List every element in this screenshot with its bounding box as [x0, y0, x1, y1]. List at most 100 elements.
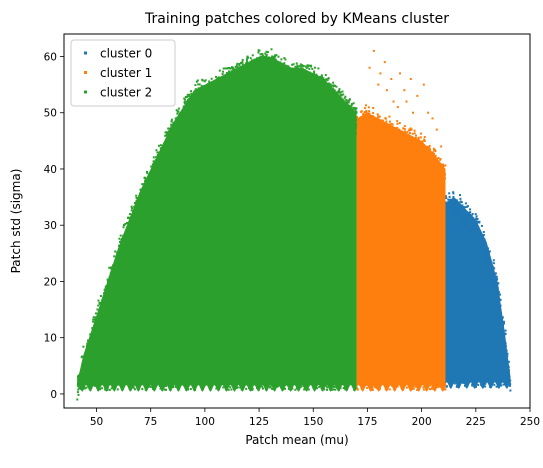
scatter-point: [353, 116, 355, 119]
scatter-point: [442, 165, 445, 168]
scatter-point: [188, 383, 191, 386]
scatter-point: [236, 82, 239, 85]
scatter-point: [494, 378, 497, 381]
scatter-point: [349, 98, 351, 101]
scatter-point: [450, 207, 452, 210]
scatter-point: [132, 216, 135, 219]
scatter-point: [341, 110, 344, 113]
scatter-point: [163, 388, 166, 391]
scatter-point: [86, 362, 89, 365]
scatter-point: [186, 101, 189, 104]
scatter-point: [389, 142, 392, 145]
scatter-point: [463, 216, 466, 219]
scatter-point: [263, 69, 265, 72]
scatter-point: [149, 189, 152, 192]
scatter-point: [226, 85, 229, 88]
scatter-point: [292, 380, 295, 383]
scatter-point: [234, 68, 237, 71]
scatter-point: [149, 181, 151, 184]
scatter-point: [319, 86, 322, 89]
scatter-point: [299, 67, 302, 70]
scatter-point: [84, 361, 87, 364]
scatter-point: [399, 134, 402, 137]
scatter-point: [216, 84, 219, 87]
scatter-point: [465, 213, 468, 215]
scatter-point: [334, 98, 337, 101]
scatter-point: [248, 77, 251, 80]
scatter-point: [418, 381, 420, 383]
scatter-point: [275, 54, 278, 57]
scatter-point: [300, 78, 303, 80]
scatter-point: [262, 72, 264, 75]
scatter-point: [371, 128, 373, 131]
scatter-point: [159, 144, 162, 147]
scatter-point: [444, 215, 447, 218]
scatter-point: [323, 384, 326, 387]
scatter-point: [369, 126, 372, 129]
scatter-point: [378, 128, 381, 131]
scatter-point: [315, 76, 318, 79]
scatter-point: [453, 203, 456, 206]
scatter-point: [159, 147, 162, 150]
x-tick-label-50: 50: [90, 416, 103, 428]
scatter-point: [177, 383, 180, 386]
scatter-point: [473, 223, 475, 226]
scatter-point: [466, 217, 469, 220]
scatter-point: [246, 60, 249, 63]
scatter-point: [259, 65, 262, 67]
scatter-point: [300, 80, 303, 83]
scatter-point: [489, 260, 492, 263]
scatter-point: [472, 217, 475, 220]
scatter-point: [365, 383, 368, 386]
scatter-point: [141, 183, 144, 186]
scatter-point: [261, 56, 264, 59]
scatter-point: [507, 372, 510, 375]
scatter-point: [214, 85, 217, 88]
scatter-point: [240, 388, 243, 391]
scatter-point: [279, 72, 282, 74]
scatter-point: [152, 387, 154, 390]
scatter-point: [360, 124, 362, 127]
scatter-point: [144, 180, 147, 182]
scatter-point: [155, 149, 158, 152]
scatter-point: [375, 387, 378, 390]
scatter-point: [222, 78, 225, 81]
scatter-point: [109, 288, 112, 291]
scatter-point: [246, 66, 249, 69]
scatter-point: [336, 381, 339, 384]
x-tick-label-175: 175: [357, 416, 377, 428]
scatter-point: [270, 383, 273, 386]
scatter-point: [212, 89, 215, 92]
series-cluster-1: [355, 49, 447, 392]
scatter-point: [509, 389, 512, 392]
scatter-point: [377, 115, 380, 118]
scatter-point: [455, 212, 458, 215]
scatter-point: [213, 84, 216, 87]
scatter-point: [388, 123, 391, 126]
scatter-point: [107, 282, 110, 285]
scatter-point: [324, 81, 327, 84]
scatter-point: [302, 69, 305, 72]
scatter-point: [363, 385, 366, 388]
scatter-point: [119, 240, 121, 243]
scatter-point: [245, 62, 248, 65]
scatter-point: [346, 106, 349, 109]
scatter-point: [271, 55, 274, 58]
scatter-point: [271, 64, 274, 67]
scatter-point: [438, 384, 441, 387]
scatter-point: [337, 106, 340, 109]
scatter-point: [326, 79, 329, 82]
scatter-point: [105, 296, 108, 299]
scatter-point: [103, 292, 106, 295]
scatter-point: [147, 183, 150, 186]
scatter-point: [215, 387, 218, 390]
scatter-point: [92, 320, 95, 323]
scatter-point: [338, 95, 341, 98]
scatter-point: [222, 67, 225, 70]
scatter-point: [419, 382, 422, 385]
scatter-point: [120, 382, 122, 385]
scatter-point: [206, 98, 209, 101]
scatter-point: [221, 77, 224, 80]
scatter-point: [132, 218, 135, 220]
scatter-point: [289, 80, 292, 82]
